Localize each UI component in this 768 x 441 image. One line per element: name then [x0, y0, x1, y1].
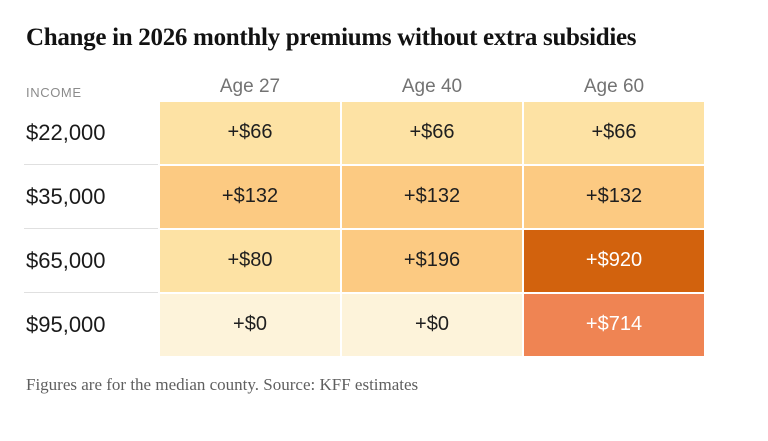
heatmap-cell: +$0: [342, 293, 522, 356]
heatmap-cell: +$132: [342, 165, 522, 228]
table-header-row: INCOME Age 27 Age 40 Age 60: [26, 76, 704, 100]
row-label-income: $35,000: [24, 163, 158, 228]
column-header-age-27: Age 27: [219, 75, 281, 97]
row-label-income: $95,000: [24, 291, 158, 356]
column-header-age-40: Age 40: [401, 75, 463, 97]
heatmap-cell: +$714: [524, 293, 704, 356]
heatmap-cell: +$196: [342, 229, 522, 292]
heatmap-cell: +$920: [524, 229, 704, 292]
row-label-income: $22,000: [26, 119, 106, 145]
heatmap-cell: +$66: [160, 101, 340, 164]
column-header-age-60: Age 60: [583, 75, 645, 97]
heatmap-cell: +$132: [524, 165, 704, 228]
chart-title: Change in 2026 monthly premiums without …: [26, 24, 637, 51]
heatmap-cell: +$66: [342, 101, 522, 164]
premium-heatmap-table: $22,000 +$66 +$66 +$66 $35,000 +$132 +$1…: [24, 101, 704, 356]
source-footnote: Figures are for the median county. Sourc…: [26, 374, 419, 394]
heatmap-cell: +$132: [160, 165, 340, 228]
row-label-income: $65,000: [24, 227, 158, 292]
heatmap-cell: +$0: [160, 293, 340, 356]
heatmap-cell: +$66: [524, 101, 704, 164]
income-axis-label: INCOME: [26, 84, 82, 100]
heatmap-cell: +$80: [160, 229, 340, 292]
